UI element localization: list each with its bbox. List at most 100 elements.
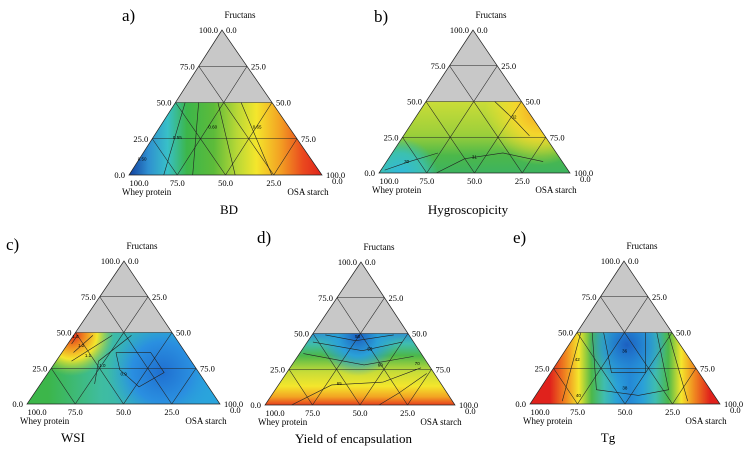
contour-label: 0.9 [120,371,127,376]
vertex-label-right: OSA starch [535,185,577,195]
tick-right: 0.0 [365,257,376,267]
tick-left: 50.0 [558,328,573,338]
grid-whey-0.5 [75,332,124,405]
tick-right: 75.0 [700,363,715,373]
tick-left: 75.0 [81,292,96,302]
grid-whey-0.75 [402,137,427,174]
tick-right: 50.0 [412,329,427,339]
panel-label: e) [513,228,526,247]
tick-left: 25.0 [384,132,399,142]
vertex-label-right: OSA starch [685,416,727,426]
triangle-frame [529,260,721,405]
contour-label: 0.65 [253,125,262,130]
tick-left: 100.0 [101,256,120,266]
panel-title: BD [220,202,238,217]
grid-whey-0.5 [312,333,361,406]
grid-osa-0.75 [171,368,197,405]
tick-right: 75.0 [436,364,451,374]
tick-bottom: 75.0 [170,178,185,188]
tick-bottom: 75.0 [570,407,585,417]
grid-osa-0.25 [577,296,649,405]
triangle-frame [26,260,221,405]
contour-label: 50 [355,334,361,339]
grid-whey-0.25 [449,65,523,174]
tick-right: 100.0 [326,170,345,180]
contour-line-0 [494,101,530,137]
triangle-frame [264,261,456,406]
tick-right: 50.0 [676,328,691,338]
tick-bottom: 50.0 [467,176,482,186]
tick-bottom: 75.0 [68,407,83,417]
tick-bottom: 25.0 [164,407,179,417]
tick-left: 25.0 [535,363,550,373]
contour-label: 36 [622,349,628,354]
grid-osa-0.5 [624,332,673,405]
contour-line-1 [312,341,403,351]
grid-osa-0.25 [177,66,248,176]
tick-left: 75.0 [180,61,195,71]
vertex-label-left: Whey protein [258,417,308,427]
grid-osa-0.5 [123,332,173,405]
tick-right: 25.0 [251,61,266,71]
tick-bottom: 75.0 [419,176,434,186]
vertex-label-top: Fructans [225,10,256,20]
tick-bottom-corner: 0.0 [230,405,241,415]
panel-label: c) [6,235,19,254]
tick-left: 0.0 [515,399,526,409]
contour-line-1 [436,152,544,173]
panel-label: a) [122,6,135,25]
triangle-frame [378,29,571,174]
grid-osa-0.5 [359,333,409,406]
grid-lines [51,296,197,405]
tick-bottom: 100.0 [129,178,148,188]
grid-whey-0.5 [576,332,626,405]
tick-left: 25.0 [270,364,285,374]
tick-bottom: 25.0 [665,407,680,417]
tick-right: 50.0 [176,328,191,338]
tick-left: 50.0 [57,328,72,338]
contour-line-3 [291,367,422,405]
tick-bottom: 25.0 [400,408,415,418]
tick-left: 75.0 [582,292,597,302]
tick-right: 0.0 [128,256,139,266]
tick-left: 100.0 [338,257,357,267]
tick-left: 100.0 [601,256,620,266]
tick-right: 75.0 [301,134,316,144]
contour-label: 1.3 [72,334,79,339]
tick-left: 0.0 [114,170,125,180]
contour-line-2 [71,335,113,362]
panel-title: Yield of encapsulation [295,431,412,446]
tick-right: 0.0 [628,256,639,266]
panel-label: b) [374,7,388,26]
tick-bottom-corner: 0.0 [730,405,741,415]
grid-osa-0.25 [312,297,385,406]
tick-bottom: 100.0 [27,407,46,417]
tick-right: 25.0 [501,61,516,71]
contour-label: 38 [622,386,628,391]
tick-right: 100.0 [459,400,478,410]
tick-bottom: 100.0 [530,407,549,417]
vertex-label-top: Fructans [476,10,507,20]
tick-left: 75.0 [318,293,333,303]
vertex-label-left: Whey protein [20,416,70,426]
tick-right: 25.0 [652,292,667,302]
vertex-label-right: OSA starch [185,416,227,426]
tick-left: 75.0 [431,61,446,71]
tick-bottom: 50.0 [116,407,131,417]
vertex-label-left: Whey protein [523,416,573,426]
contour-label: 42 [575,357,581,362]
grid-lines [402,65,546,174]
tick-bottom: 25.0 [515,176,530,186]
tick-bottom-corner: 0.0 [332,176,343,186]
grid-osa-0.75 [522,137,546,174]
grid-whey-0.75 [288,369,313,406]
contour-line-3 [94,335,132,385]
grid-osa-0.5 [225,102,273,176]
grid-whey-0.25 [336,297,408,406]
contour-line-2 [561,332,582,402]
tick-right: 25.0 [152,292,167,302]
contour-line-4 [378,373,427,405]
grid-lines [288,297,432,406]
contour-line-3 [667,332,688,402]
